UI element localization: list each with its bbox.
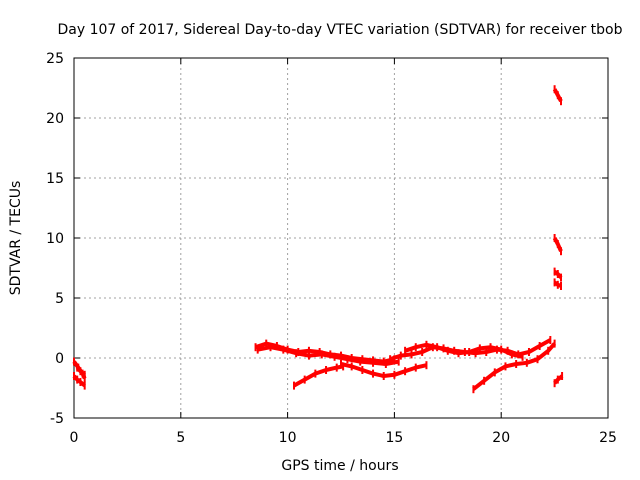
- x-tick-label: 15: [385, 430, 403, 446]
- data-series-arc-6: [293, 364, 344, 388]
- x-tick-label: 25: [599, 430, 617, 446]
- series-layer: [72, 85, 564, 394]
- y-axis-label: SDTVAR / TECUs: [8, 181, 24, 296]
- x-tick-label: 5: [176, 430, 185, 446]
- data-series-arc-9: [404, 342, 524, 359]
- x-axis-label: GPS time / hours: [281, 458, 398, 474]
- y-tick-label: -5: [50, 411, 64, 427]
- x-tick-label: 20: [492, 430, 510, 446]
- y-tick-label: 5: [55, 291, 64, 307]
- y-tick-label: 25: [46, 51, 64, 67]
- y-tick-label: 0: [55, 351, 64, 367]
- y-tick-label: 10: [46, 231, 64, 247]
- x-tick-label: 0: [70, 430, 79, 446]
- data-series-arc-5: [257, 345, 400, 366]
- axis-ticks: 0 5 10 15 20 25 -5 0 5 10 15 20 25: [46, 51, 617, 446]
- chart-title: Day 107 of 2017, Sidereal Day-to-day VTE…: [57, 22, 622, 38]
- x-tick-label: 10: [279, 430, 297, 446]
- data-series-arc-2: [72, 374, 86, 388]
- y-tick-label: 20: [46, 111, 64, 127]
- y-tick-label: 15: [46, 171, 64, 187]
